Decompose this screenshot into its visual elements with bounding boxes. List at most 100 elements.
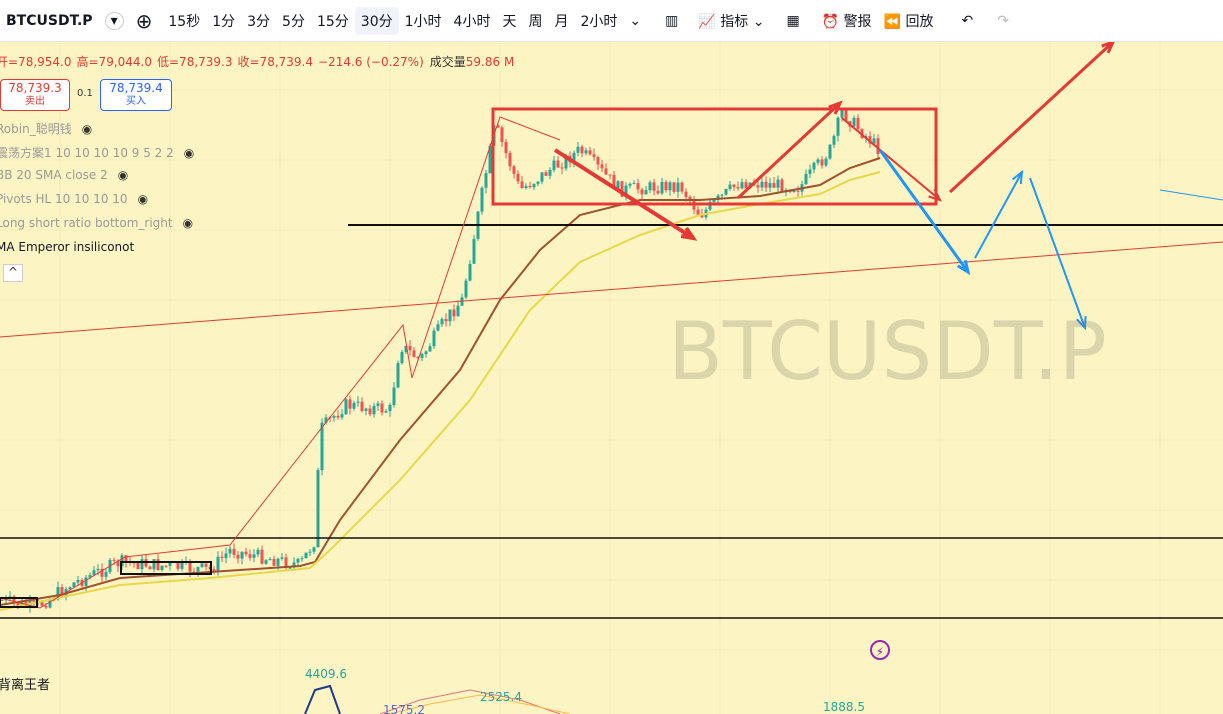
candle (628, 183, 632, 186)
interval[interactable]: 1小时 (404, 13, 442, 30)
interval[interactable]: 1分 (212, 13, 236, 30)
candle (420, 354, 424, 358)
candle (416, 357, 420, 359)
interval[interactable]: 15秒 (168, 13, 201, 30)
buy-label: 买入 (126, 96, 146, 107)
candle (260, 549, 264, 564)
candle (268, 558, 272, 561)
candle (76, 580, 80, 583)
candle (740, 182, 744, 189)
candle (12, 596, 16, 602)
candle (820, 159, 824, 166)
candle (472, 238, 476, 264)
interval[interactable]: 30分 (354, 6, 399, 35)
candle (16, 601, 20, 607)
interval[interactable]: 月 (554, 13, 569, 30)
candle (344, 399, 348, 415)
arrow-head (828, 100, 843, 115)
candle (176, 561, 180, 569)
candle (816, 159, 820, 163)
layout[interactable]: ▦ (786, 12, 800, 29)
candle (572, 152, 576, 163)
candle (508, 153, 512, 167)
candle (220, 556, 224, 558)
candle (836, 117, 840, 136)
collapse[interactable]: ^ (3, 264, 23, 282)
candle (720, 194, 724, 196)
candle (608, 174, 612, 176)
candle (756, 185, 760, 188)
candle (0, 600, 4, 601)
add-icon[interactable]: ⊕ (135, 8, 153, 33)
ohlc-value: 高=79,044.0 (76, 55, 153, 69)
sell-button[interactable]: 78,739.3 卖出 (0, 79, 70, 111)
candle (548, 169, 552, 176)
volume: 59.86 M (465, 55, 515, 69)
candle (736, 187, 740, 189)
study: BB 20 SMA close 2 ◉ (0, 168, 128, 182)
redo[interactable]: ↷ (997, 12, 1009, 29)
buy-price: 78,739.4 (109, 81, 163, 95)
candle (356, 401, 360, 403)
alert[interactable]: ⏰ 警报 (821, 13, 872, 30)
candle (136, 562, 140, 570)
candle (348, 399, 352, 409)
candle (616, 181, 620, 190)
symbol[interactable]: BTCUSDT.P (6, 12, 93, 29)
study: MA Emperor insiliconot (0, 240, 134, 254)
candle (44, 605, 48, 608)
candle (104, 571, 108, 577)
candle (88, 575, 92, 578)
candle (300, 558, 304, 560)
candle (228, 548, 232, 554)
replay[interactable]: ⏪ 回放 (883, 13, 934, 30)
interval[interactable]: 周 (528, 13, 543, 30)
interval[interactable]: 天 (502, 13, 517, 30)
candle (340, 414, 344, 418)
candle (504, 141, 508, 154)
study-name: 震荡方案1 10 10 10 10 9 5 2 2 (0, 146, 174, 160)
candle (160, 565, 164, 571)
indicators[interactable]: 📈 指标 ⌄ (698, 13, 765, 30)
candle (224, 553, 228, 558)
candle (440, 319, 444, 325)
buy-button[interactable]: 78,739.4 买入 (100, 79, 172, 111)
candle (644, 190, 648, 195)
interval[interactable]: 2小时 (580, 13, 618, 30)
study-name: BB 20 SMA close 2 (0, 168, 108, 182)
candle (724, 189, 728, 195)
candle (760, 181, 764, 188)
candle (288, 567, 292, 569)
candle (168, 562, 172, 566)
candle (312, 547, 316, 552)
eye-icon: ◉ (182, 216, 194, 230)
interval[interactable]: 3分 (247, 13, 271, 30)
candle (520, 181, 524, 189)
candle (604, 168, 608, 175)
study: Pivots HL 10 10 10 10 ◉ (0, 192, 148, 206)
interval[interactable]: 15分 (316, 13, 349, 30)
candle (648, 182, 652, 191)
candle (680, 182, 684, 192)
ohlc: 开=78,954.0 高=79,044.0 低=78,739.3 收=78,739.4… (0, 53, 514, 70)
candle (672, 182, 676, 192)
icon[interactable]: ▾ (104, 11, 124, 30)
interval[interactable]: 4小时 (453, 13, 491, 30)
candle (148, 566, 152, 570)
candle (708, 201, 712, 210)
study: Robin_聪明钱 ◉ (0, 120, 92, 137)
candle (488, 145, 492, 174)
dropdown[interactable]: ⌄ (629, 12, 642, 29)
chart-type[interactable]: ▥ (665, 12, 679, 29)
arrow-head (1101, 42, 1115, 54)
candle (408, 345, 412, 351)
candle (796, 190, 800, 192)
candle (92, 570, 96, 576)
lightning-icon[interactable]: ⚡ (870, 640, 890, 660)
candle (564, 155, 568, 169)
candle (424, 351, 428, 355)
candle (248, 554, 252, 558)
interval[interactable]: 5分 (282, 13, 305, 30)
candle (560, 167, 564, 169)
undo[interactable]: ↶ (961, 12, 974, 29)
